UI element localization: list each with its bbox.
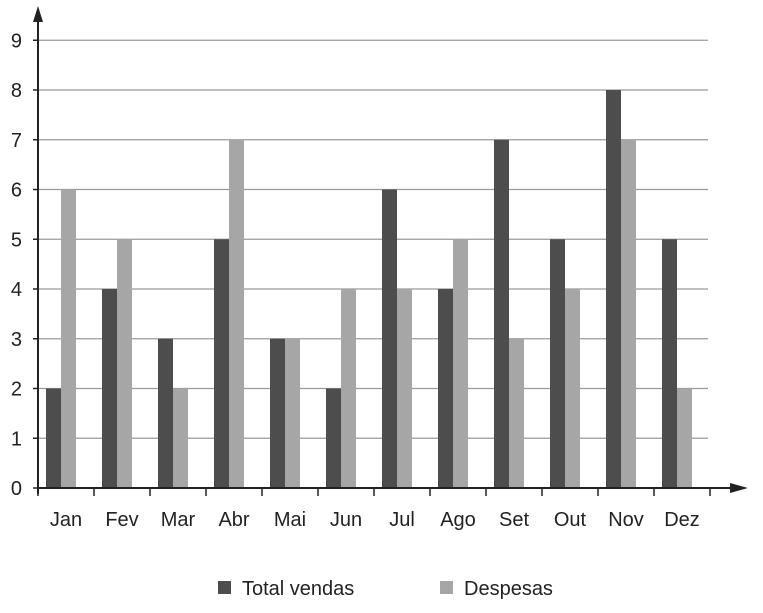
x-tick-label-mar: Mar bbox=[161, 509, 196, 531]
y-tick-label: 8 bbox=[11, 80, 22, 102]
x-tick-label-abr: Abr bbox=[218, 509, 249, 531]
x-tick-label-ago: Ago bbox=[440, 509, 476, 531]
x-tick-label-nov: Nov bbox=[608, 509, 644, 531]
bar-set-total-vendas bbox=[494, 139, 509, 488]
bars bbox=[46, 90, 692, 488]
bar-mar-total-vendas bbox=[158, 338, 173, 488]
x-tick-label-jun: Jun bbox=[330, 509, 362, 531]
bar-jul-total-vendas bbox=[382, 189, 397, 488]
gridlines bbox=[38, 39, 708, 439]
bar-jan-total-vendas bbox=[46, 388, 61, 488]
legend: Total vendas Despesas bbox=[218, 578, 553, 600]
bar-abr-despesas bbox=[229, 139, 244, 488]
x-tick-labels: Jan Fev Mar Abr Mai Jun Jul Ago Set Out Nov Dez bbox=[50, 509, 700, 531]
y-tick-label: 6 bbox=[11, 180, 22, 202]
legend-swatch bbox=[440, 581, 453, 594]
legend-label: Total vendas bbox=[242, 578, 354, 600]
x-tick-label-jan: Jan bbox=[50, 509, 82, 531]
bar-nov-despesas bbox=[621, 139, 636, 488]
x-tick-label-mai: Mai bbox=[274, 509, 306, 531]
legend-label: Despesas bbox=[464, 578, 553, 600]
x-tick-label-set: Set bbox=[499, 509, 529, 531]
y-tick-labels: 0 1 2 3 4 5 6 7 8 9 bbox=[11, 30, 22, 500]
axes bbox=[33, 6, 748, 496]
y-tick-label: 0 bbox=[11, 478, 22, 500]
bar-jun-despesas bbox=[341, 289, 356, 488]
bar-fev-despesas bbox=[117, 239, 132, 488]
y-axis-arrow bbox=[33, 6, 43, 22]
x-tick-label-out: Out bbox=[554, 509, 587, 531]
y-tick-label: 2 bbox=[11, 379, 22, 401]
bar-nov-total-vendas bbox=[606, 90, 621, 488]
bar-mai-despesas bbox=[285, 338, 300, 488]
y-tick-label: 7 bbox=[11, 130, 22, 152]
y-tick-label: 9 bbox=[11, 30, 22, 52]
x-tick-label-jul: Jul bbox=[389, 509, 415, 531]
bar-ago-despesas bbox=[453, 239, 468, 488]
bar-jul-despesas bbox=[397, 289, 412, 488]
bar-jan-despesas bbox=[61, 189, 76, 488]
bar-mar-despesas bbox=[173, 388, 188, 488]
bar-out-despesas bbox=[565, 289, 580, 488]
bar-jun-total-vendas bbox=[326, 388, 341, 488]
y-tick-label: 5 bbox=[11, 229, 22, 251]
x-axis-arrow bbox=[730, 483, 748, 493]
x-tick-label-fev: Fev bbox=[105, 509, 138, 531]
bar-dez-despesas bbox=[677, 388, 692, 488]
y-tick-label: 3 bbox=[11, 329, 22, 351]
bar-fev-total-vendas bbox=[102, 289, 117, 488]
x-tick-label-dez: Dez bbox=[664, 509, 700, 531]
bar-set-despesas bbox=[509, 338, 524, 488]
y-tick-label: 1 bbox=[11, 428, 22, 450]
bar-dez-total-vendas bbox=[662, 239, 677, 488]
legend-swatch bbox=[218, 581, 231, 594]
bar-out-total-vendas bbox=[550, 239, 565, 488]
y-tick-label: 4 bbox=[11, 279, 22, 301]
bar-ago-total-vendas bbox=[438, 289, 453, 488]
bar-mai-total-vendas bbox=[270, 338, 285, 488]
bar-abr-total-vendas bbox=[214, 239, 229, 488]
